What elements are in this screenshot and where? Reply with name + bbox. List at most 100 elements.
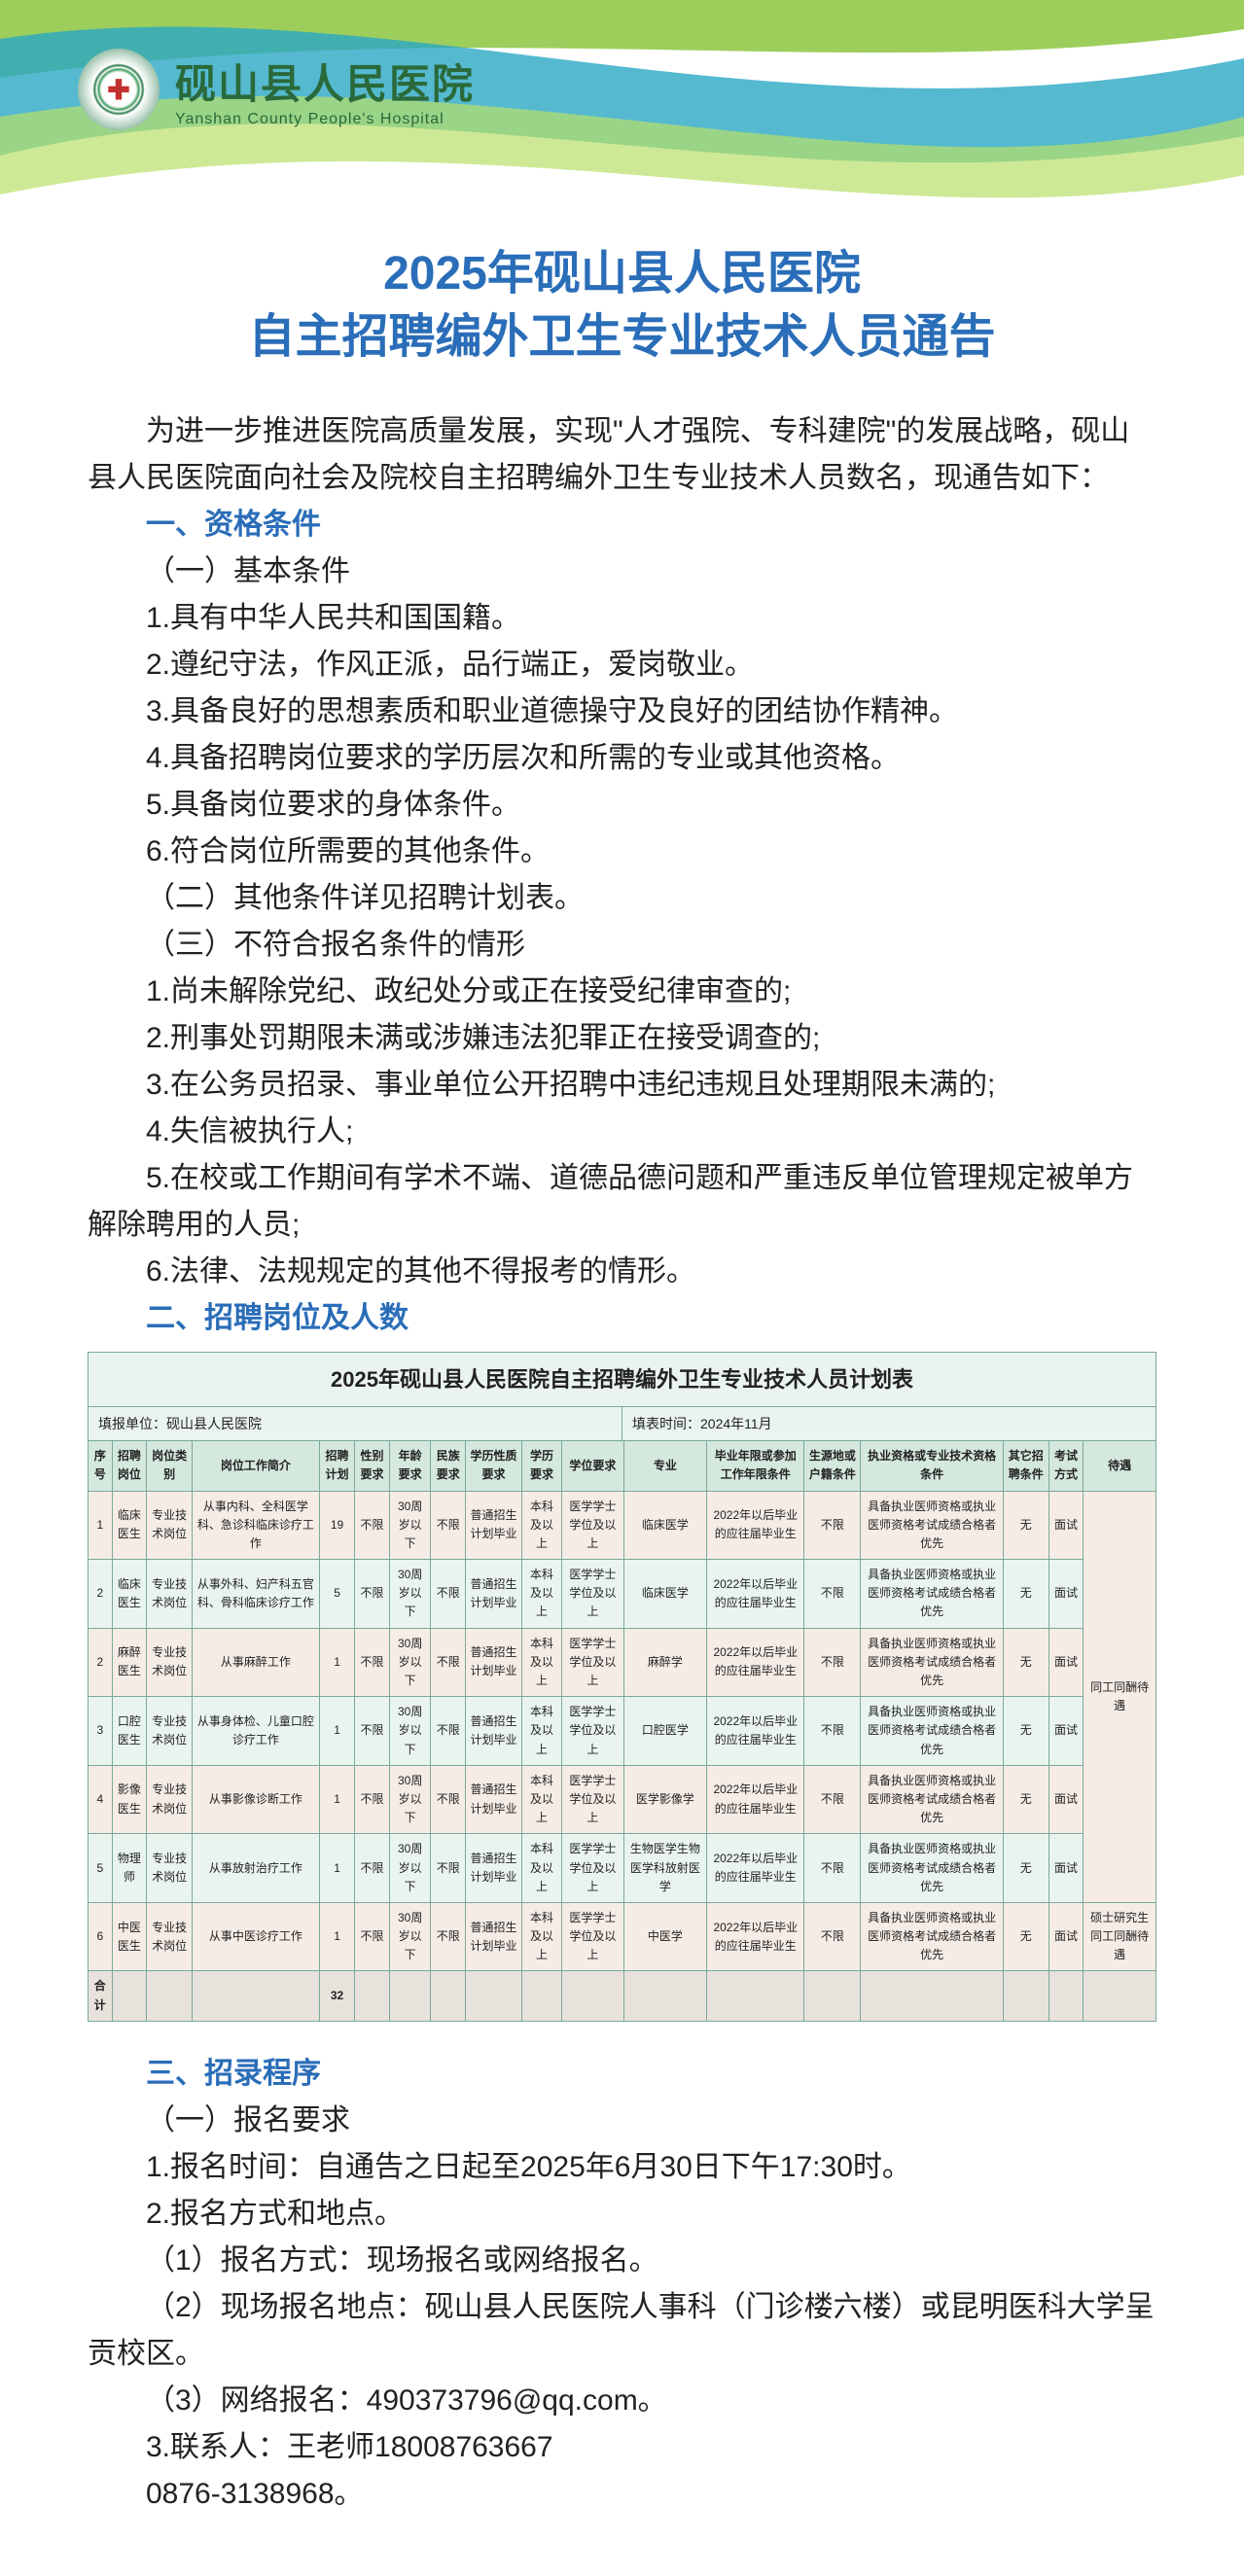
table-cell: 从事外科、妇产科五官科、骨科临床诊疗工作 — [192, 1560, 319, 1629]
table-cell: 具备执业医师资格或执业医师资格考试成绩合格者优先 — [861, 1697, 1004, 1766]
hospital-logo-icon: ✚ — [78, 49, 160, 130]
table-cell — [1003, 1971, 1049, 2021]
table-cell — [804, 1971, 861, 2021]
table-cell: 同工同酬待遇 — [1084, 1491, 1156, 1902]
table-cell: 从事内科、全科医学科、急诊科临床诊疗工作 — [192, 1491, 319, 1560]
table-header-cell: 招聘岗位 — [112, 1441, 147, 1491]
notice-title: 2025年砚山县人民医院 自主招聘编外卫生专业技术人员通告 — [0, 243, 1244, 370]
hospital-name-cn: 砚山县人民医院 — [175, 52, 475, 111]
list-item: 1.报名时间：自通告之日起至2025年6月30日下午17:30时。 — [88, 2144, 1156, 2191]
table-cell: 6 — [89, 1902, 113, 1971]
table-cell: 30周岁以下 — [389, 1765, 431, 1834]
table-cell: 医学学士学位及以上 — [562, 1560, 623, 1629]
table-cell: 面试 — [1049, 1560, 1084, 1629]
table-cell: 麻醉医生 — [112, 1628, 147, 1697]
plan-table-wrap: 2025年砚山县人民医院自主招聘编外卫生专业技术人员计划表 填报单位：砚山县人民… — [88, 1352, 1156, 2022]
table-cell: 临床医学 — [623, 1560, 707, 1629]
table-cell: 普通招生计划毕业 — [466, 1560, 522, 1629]
section-1-sub2: （二）其他条件详见招聘计划表。 — [88, 875, 1156, 922]
table-cell — [623, 1971, 707, 2021]
table-cell: 具备执业医师资格或执业医师资格考试成绩合格者优先 — [861, 1834, 1004, 1903]
table-header-cell: 专业 — [623, 1441, 707, 1491]
table-cell: 具备执业医师资格或执业医师资格考试成绩合格者优先 — [861, 1765, 1004, 1834]
table-header-cell: 招聘计划 — [319, 1441, 354, 1491]
table-cell: 生物医学生物医学科放射医学 — [623, 1834, 707, 1903]
table-cell: 医学学士学位及以上 — [562, 1765, 623, 1834]
list-item: 6.法律、法规规定的其他不得报考的情形。 — [88, 1249, 1156, 1295]
table-cell: 医学学士学位及以上 — [562, 1902, 623, 1971]
table-cell: 2022年以后毕业的应往届毕业生 — [707, 1491, 804, 1560]
table-cell: 口腔医生 — [112, 1697, 147, 1766]
intro: 为进一步推进医院高质量发展，实现"人才强院、专科建院"的发展战略，砚山县人民医院… — [88, 408, 1156, 502]
table-cell: 不限 — [431, 1628, 466, 1697]
list-item: （3）网络报名：490373796@qq.com。 — [88, 2378, 1156, 2424]
table-cell: 1 — [319, 1628, 354, 1697]
table-cell — [431, 1971, 466, 2021]
page: ✚ 砚山县人民医院 Yanshan County People's Hospit… — [0, 0, 1244, 2576]
table-cell: 不限 — [804, 1560, 861, 1629]
table-row: 3口腔医生专业技术岗位从事身体检、儿童口腔诊疗工作1不限30周岁以下不限普通招生… — [89, 1697, 1156, 1766]
table-cell: 本科及以上 — [521, 1628, 561, 1697]
table-header-cell: 年龄要求 — [389, 1441, 431, 1491]
table-cell — [147, 1971, 193, 2021]
table-cell: 具备执业医师资格或执业医师资格考试成绩合格者优先 — [861, 1560, 1004, 1629]
table-cell: 不限 — [355, 1765, 390, 1834]
table-cell: 面试 — [1049, 1697, 1084, 1766]
table-cell: 从事放射治疗工作 — [192, 1834, 319, 1903]
logo-block: ✚ 砚山县人民医院 Yanshan County People's Hospit… — [78, 49, 475, 130]
table-header-cell: 毕业年限或参加工作年限条件 — [707, 1441, 804, 1491]
table-cell: 麻醉学 — [623, 1628, 707, 1697]
table-cell: 1 — [319, 1902, 354, 1971]
list-item: 1.具有中华人民共和国国籍。 — [88, 595, 1156, 642]
table-cell: 19 — [319, 1491, 354, 1560]
list-item: 4.具备招聘岗位要求的学历层次和所需的专业或其他资格。 — [88, 735, 1156, 782]
table-cell: 专业技术岗位 — [147, 1834, 193, 1903]
list-item: 3.联系人：王老师18008763667 — [88, 2424, 1156, 2471]
list-item: 4.失信被执行人; — [88, 1109, 1156, 1155]
table-cell: 不限 — [804, 1902, 861, 1971]
table-cell: 不限 — [355, 1491, 390, 1560]
plan-meta-right: 填表时间：2024年11月 — [622, 1407, 1155, 1440]
table-cell — [861, 1971, 1004, 2021]
table-cell: 本科及以上 — [521, 1560, 561, 1629]
table-cell: 无 — [1003, 1834, 1049, 1903]
table-cell: 本科及以上 — [521, 1902, 561, 1971]
table-cell: 2022年以后毕业的应往届毕业生 — [707, 1765, 804, 1834]
table-row: 2临床医生专业技术岗位从事外科、妇产科五官科、骨科临床诊疗工作5不限30周岁以下… — [89, 1560, 1156, 1629]
table-cell — [112, 1971, 147, 2021]
table-cell: 5 — [319, 1560, 354, 1629]
table-cell: 不限 — [431, 1902, 466, 1971]
table-header-cell: 岗位工作简介 — [192, 1441, 319, 1491]
table-cell: 2022年以后毕业的应往届毕业生 — [707, 1560, 804, 1629]
table-cell — [562, 1971, 623, 2021]
table-cell: 无 — [1003, 1560, 1049, 1629]
table-cell: 不限 — [355, 1697, 390, 1766]
table-cell: 30周岁以下 — [389, 1560, 431, 1629]
table-cell: 面试 — [1049, 1491, 1084, 1560]
table-cell — [389, 1971, 431, 2021]
table-header-cell: 考试方式 — [1049, 1441, 1084, 1491]
table-cell: 3 — [89, 1697, 113, 1766]
table-cell: 不限 — [355, 1628, 390, 1697]
table-header-cell: 性别要求 — [355, 1441, 390, 1491]
table-cell — [521, 1971, 561, 2021]
section-1-sub3: （三）不符合报名条件的情形 — [88, 922, 1156, 969]
table-cell: 2022年以后毕业的应往届毕业生 — [707, 1697, 804, 1766]
table-row: 2麻醉医生专业技术岗位从事麻醉工作1不限30周岁以下不限普通招生计划毕业本科及以… — [89, 1628, 1156, 1697]
table-cell: 从事身体检、儿童口腔诊疗工作 — [192, 1697, 319, 1766]
table-cell: 不限 — [355, 1834, 390, 1903]
table-cell: 专业技术岗位 — [147, 1765, 193, 1834]
table-cell: 专业技术岗位 — [147, 1697, 193, 1766]
table-cell: 普通招生计划毕业 — [466, 1491, 522, 1560]
table-cell — [466, 1971, 522, 2021]
table-cell: 30周岁以下 — [389, 1491, 431, 1560]
table-header-cell: 学历要求 — [521, 1441, 561, 1491]
list-item: 0876-3138968。 — [88, 2471, 1156, 2518]
table-cell: 普通招生计划毕业 — [466, 1902, 522, 1971]
table-cell: 30周岁以下 — [389, 1834, 431, 1903]
table-cell: 4 — [89, 1765, 113, 1834]
table-header-cell: 生源地或户籍条件 — [804, 1441, 861, 1491]
table-cell — [1084, 1971, 1156, 2021]
table-cell: 从事麻醉工作 — [192, 1628, 319, 1697]
section-3-sub1: （一）报名要求 — [88, 2098, 1156, 2144]
